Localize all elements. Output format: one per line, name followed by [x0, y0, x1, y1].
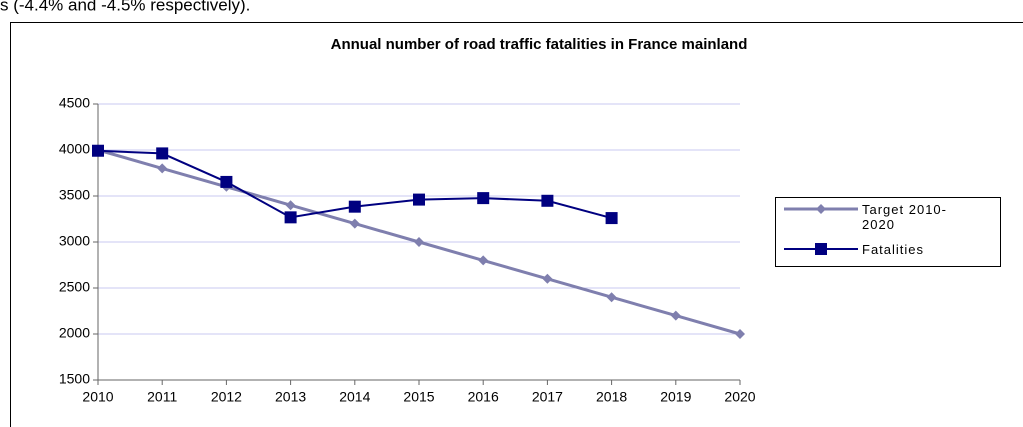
x-tick-label: 2014: [339, 389, 370, 405]
data-point: [735, 329, 745, 339]
data-point: [349, 218, 360, 229]
x-tick-label: 2018: [596, 389, 627, 405]
chart-title: Annual number of road traffic fatalities…: [331, 36, 748, 53]
data-point: [413, 193, 425, 206]
legend-label: Fatalities: [862, 242, 925, 257]
x-tick-label: 2019: [660, 389, 691, 405]
y-tick-label: 3500: [59, 187, 90, 203]
y-tick-label: 4500: [59, 95, 90, 111]
data-point: [156, 147, 169, 160]
legend-label: Target 2010-2020: [862, 202, 947, 232]
data-point: [284, 211, 297, 224]
data-point: [477, 192, 490, 205]
y-tick-label: 3000: [59, 233, 90, 249]
legend-marker: [815, 243, 827, 255]
x-tick-label: 2010: [82, 389, 113, 405]
data-point: [220, 175, 233, 188]
legend: Target 2010-2020 Fatalities: [775, 197, 1001, 267]
y-tick-label: 2000: [59, 325, 90, 341]
data-point: [92, 144, 104, 157]
data-point: [414, 237, 424, 247]
data-point: [478, 255, 489, 266]
x-tick-label: 2013: [275, 389, 306, 405]
legend-keys: [784, 204, 858, 255]
data-point: [542, 273, 553, 284]
data-point: [285, 200, 296, 211]
y-tick-label: 4000: [59, 141, 90, 157]
data-point: [670, 310, 681, 321]
data-point: [606, 292, 617, 303]
data-point: [605, 212, 618, 225]
data-point: [157, 163, 168, 174]
x-tick-label: 2016: [468, 389, 499, 405]
x-tick-label: 2017: [532, 389, 563, 405]
x-tick-label: 2012: [211, 389, 242, 405]
data-point: [541, 194, 554, 207]
x-tick-label: 2015: [403, 389, 434, 405]
legend-marker: [816, 204, 826, 214]
y-tick-label: 1500: [59, 371, 90, 387]
data-point: [348, 200, 361, 213]
x-tick-label: 2011: [147, 389, 177, 405]
y-tick-label: 2500: [59, 279, 90, 295]
caption: s (-4.4% and -4.5% respectively).: [0, 0, 250, 14]
x-tick-label: 2020: [724, 389, 755, 405]
